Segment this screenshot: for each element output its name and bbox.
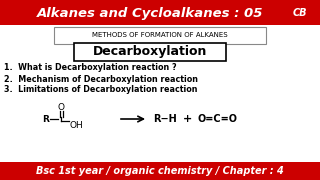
- FancyBboxPatch shape: [74, 43, 226, 61]
- Text: CB: CB: [293, 8, 307, 18]
- Text: O: O: [58, 102, 65, 111]
- Text: R: R: [43, 114, 49, 123]
- FancyBboxPatch shape: [54, 27, 266, 44]
- Text: R−H: R−H: [153, 114, 177, 124]
- Text: Alkanes and Cycloalkanes : 05: Alkanes and Cycloalkanes : 05: [37, 6, 263, 19]
- Text: O=C=O: O=C=O: [198, 114, 238, 124]
- Text: OH: OH: [70, 122, 84, 130]
- FancyBboxPatch shape: [0, 0, 320, 25]
- Text: 1.  What is Decarboxylation reaction ?: 1. What is Decarboxylation reaction ?: [4, 64, 177, 73]
- Text: Decarboxylation: Decarboxylation: [93, 46, 207, 58]
- FancyBboxPatch shape: [0, 162, 320, 180]
- Text: 2.  Mechanism of Decarboxylation reaction: 2. Mechanism of Decarboxylation reaction: [4, 75, 198, 84]
- Circle shape: [289, 2, 311, 24]
- Text: Bsc 1st year / organic chemistry / Chapter : 4: Bsc 1st year / organic chemistry / Chapt…: [36, 166, 284, 176]
- Text: +: +: [183, 114, 193, 124]
- Text: METHODS OF FORMATION OF ALKANES: METHODS OF FORMATION OF ALKANES: [92, 32, 228, 38]
- Text: 3.  Limitations of Decarboxylation reaction: 3. Limitations of Decarboxylation reacti…: [4, 86, 197, 94]
